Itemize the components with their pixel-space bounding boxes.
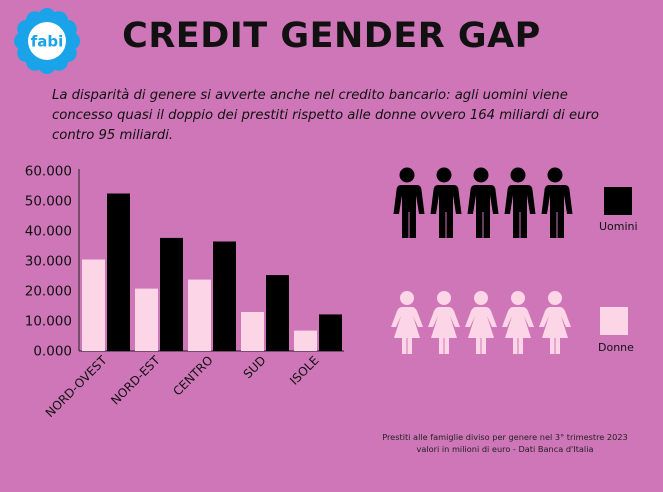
bar-uomini — [319, 314, 342, 351]
legend-label-uomini: Uomini — [599, 220, 638, 233]
woman-figure-icon — [465, 291, 497, 354]
y-tick-label: 20.000 — [25, 284, 72, 300]
bar-donne — [82, 259, 105, 351]
x-tick-label: ISOLE — [287, 353, 322, 388]
legend-swatch-donne — [600, 307, 628, 335]
man-figure-icon — [504, 167, 536, 238]
page-title: CREDIT GENDER GAP — [122, 16, 541, 56]
source-note: Prestiti alle famiglie diviso per genere… — [360, 431, 650, 455]
bar-uomini — [266, 275, 289, 351]
legend-label-donne: Donne — [598, 341, 634, 354]
woman-figure-icon — [428, 291, 460, 354]
woman-figure-icon — [539, 291, 571, 354]
y-tick-label: 10.000 — [25, 314, 72, 330]
source-note-line2: valori in milioni di euro - Dati Banca d… — [416, 444, 594, 454]
source-note-line1: Prestiti alle famiglie diviso per genere… — [382, 432, 628, 442]
man-figure-icon — [467, 167, 499, 238]
legend-swatch-uomini — [604, 187, 632, 215]
man-figure-icon — [541, 167, 573, 238]
y-tick-label: 50.000 — [25, 194, 72, 210]
men-icons — [393, 167, 573, 238]
woman-figure-icon — [391, 291, 423, 354]
women-icons — [391, 291, 571, 354]
x-tick-label: CENTRO — [170, 353, 215, 398]
man-figure-icon — [393, 167, 425, 238]
intro-text: La disparità di genere si avverte anche … — [52, 88, 599, 143]
y-tick-label: 0.000 — [33, 344, 72, 360]
fabi-logo: fabi — [14, 8, 80, 74]
bar-donne — [135, 288, 158, 351]
y-tick-label: 30.000 — [25, 254, 72, 270]
bar-donne — [294, 330, 317, 351]
bar-uomini — [213, 241, 236, 351]
x-tick-label: SUD — [241, 353, 269, 381]
bar-donne — [188, 279, 211, 351]
bar-uomini — [107, 193, 130, 351]
y-tick-label: 60.000 — [25, 164, 72, 180]
x-tick-label: NORD-OVEST — [43, 353, 110, 420]
x-tick-label: NORD-EST — [108, 353, 163, 408]
bar-donne — [241, 312, 264, 351]
logo-text: fabi — [31, 33, 64, 51]
y-tick-label: 40.000 — [25, 224, 72, 240]
man-figure-icon — [430, 167, 462, 238]
woman-figure-icon — [502, 291, 534, 354]
bar-uomini — [160, 237, 183, 351]
